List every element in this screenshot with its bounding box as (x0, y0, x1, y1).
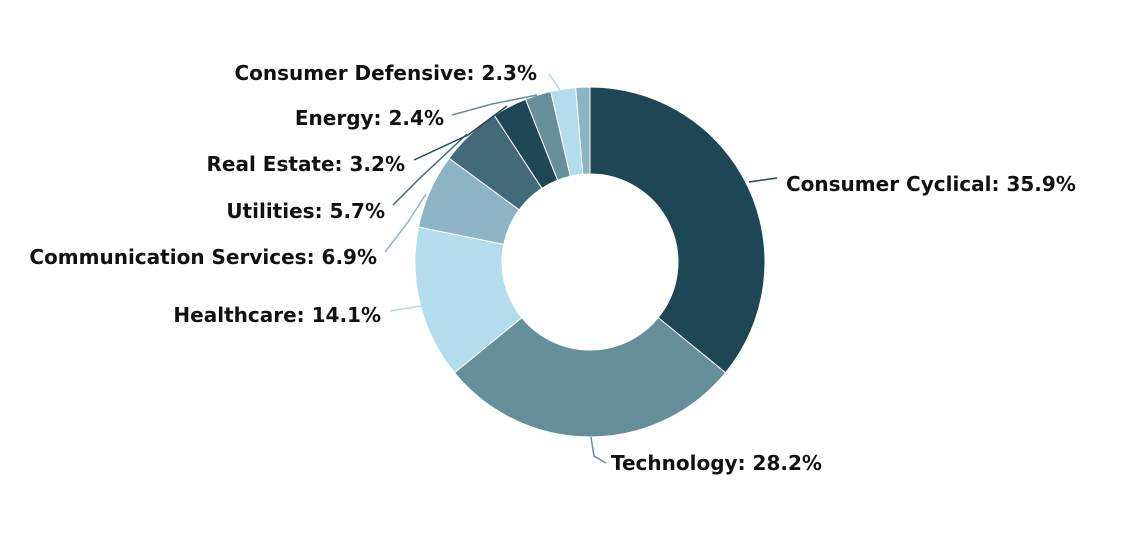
slice-unlabeled (575, 86, 591, 175)
slice-consumer-cyclical (589, 86, 766, 374)
leader-line-utilities (392, 133, 468, 206)
leader-line-consumer-defensive (548, 73, 561, 91)
leader-line-technology (590, 436, 607, 464)
slice-healthcare (414, 226, 523, 374)
slice-labels-group: Consumer Cyclical: 35.9% Technology: 28.2… (29, 61, 1076, 475)
leader-line-consumer-cyclical (748, 177, 778, 183)
slice-label-healthcare: Healthcare: 14.1% (173, 303, 381, 327)
slice-label-communication-services: Communication Services: 6.9% (29, 245, 377, 269)
slice-label-utilities: Utilities: 5.7% (226, 199, 385, 223)
slice-label-real-estate: Real Estate: 3.2% (207, 152, 405, 176)
leader-lines-group (384, 73, 778, 464)
slice-technology (453, 316, 727, 438)
slice-label-consumer-defensive: Consumer Defensive: 2.3% (235, 61, 538, 85)
leader-line-communication-services (384, 193, 427, 253)
slice-label-technology: Technology: 28.2% (611, 451, 822, 475)
slice-label-consumer-cyclical: Consumer Cyclical: 35.9% (786, 172, 1076, 196)
leader-line-healthcare (389, 305, 422, 312)
leader-line-energy (451, 94, 538, 116)
leader-line-real-estate (413, 105, 508, 161)
slice-label-energy: Energy: 2.4% (295, 106, 444, 130)
slices-group (414, 86, 766, 438)
